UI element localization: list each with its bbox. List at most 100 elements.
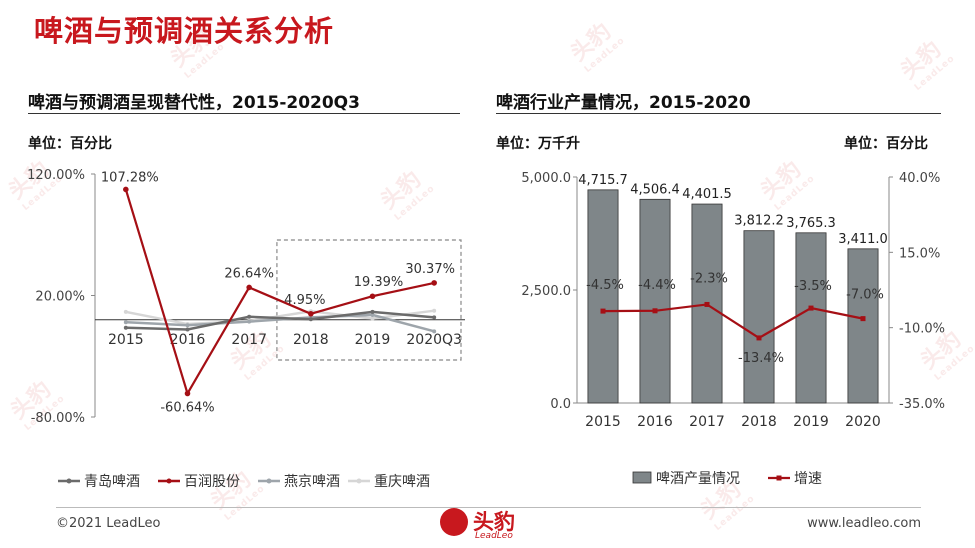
left-x-tick-label: 2016 (170, 332, 206, 348)
left-y-tick-label: -80.00% (31, 411, 85, 426)
right-bar (743, 230, 775, 404)
left-x-tick-label: 2015 (108, 332, 144, 348)
right-growth-line (602, 303, 864, 340)
left-series-point-2 (432, 329, 437, 334)
left-x-tick-label: 2019 (355, 332, 391, 348)
left-series-point-0 (185, 327, 190, 332)
right-growth-label: -4.5% (586, 278, 624, 293)
right-growth-point (652, 308, 658, 314)
right-x-tick-label: 2020 (845, 414, 881, 430)
left-series-point-1 (431, 280, 437, 286)
left-legend-label: 燕京啤酒 (284, 474, 340, 490)
right-bar-label: 4,506.4 (630, 182, 680, 197)
right-x-tick-label: 2015 (585, 414, 621, 430)
right-growth-label: -13.4% (738, 351, 784, 366)
left-x-tick-label: 2018 (293, 332, 329, 348)
left-series-line-1 (124, 189, 435, 397)
right-title-rule (496, 113, 941, 114)
left-series-point-0 (432, 315, 437, 320)
right-x-tick-label: 2016 (637, 414, 673, 430)
left-data-label: 19.39% (354, 275, 404, 290)
leopard-logo-icon (440, 508, 468, 536)
left-series-point-1 (369, 293, 376, 300)
left-legend-label: 百润股份 (184, 474, 240, 490)
page-title: 啤酒与预调酒关系分析 (34, 14, 335, 48)
left-legend-marker (356, 478, 362, 484)
left-data-label: 4.95% (284, 293, 325, 308)
right-right-tick-label: 15.0% (899, 246, 940, 261)
right-legend-line-marker (776, 475, 782, 481)
left-series-point-1 (246, 284, 252, 291)
right-growth-point (600, 308, 606, 314)
right-growth-label: -2.3% (690, 271, 728, 286)
right-left-tick-label: 5,000.0 (521, 171, 571, 186)
logo-subtext: LeadLeo (475, 531, 513, 541)
right-chart-unit-right: 单位：百分比 (844, 136, 928, 152)
right-legend-bar-label: 啤酒产量情况 (656, 471, 740, 487)
left-legend-marker (66, 478, 72, 484)
left-y-tick-label: 20.00% (35, 290, 85, 305)
left-series-point-1 (184, 390, 191, 397)
left-series-point-0 (247, 314, 252, 319)
left-series-point-0 (370, 309, 375, 314)
right-bar-label: 3,812.2 (734, 214, 784, 229)
left-series-point-2 (185, 323, 190, 328)
left-series-line-0 (125, 310, 435, 331)
left-series-point-0 (123, 325, 128, 330)
left-y-tick-label: 120.00% (27, 168, 85, 183)
website: www.leadleo.com (807, 516, 921, 531)
left-series-point-2 (123, 320, 128, 325)
left-legend-label: 重庆啤酒 (374, 474, 430, 490)
left-data-label: 26.64% (224, 266, 274, 281)
right-right-tick-label: -10.0% (899, 322, 945, 337)
left-series-point-3 (370, 316, 375, 321)
right-bar (639, 198, 671, 404)
left-title-rule (28, 113, 460, 114)
left-data-label: 107.28% (101, 170, 159, 185)
left-series-point-1 (123, 186, 129, 193)
right-legend-line-label: 增速 (794, 471, 822, 487)
left-series-point-2 (247, 319, 252, 324)
left-chart-title: 啤酒与预调酒呈现替代性，2015-2020Q3 (28, 93, 360, 113)
right-growth-label: -4.4% (638, 278, 676, 293)
left-data-label: -60.64% (160, 400, 214, 415)
right-left-tick-label: 2,500.0 (521, 284, 571, 299)
right-chart-title: 啤酒行业产量情况，2015-2020 (496, 93, 751, 113)
right-bar (587, 189, 619, 404)
right-growth-label: -7.0% (846, 288, 884, 303)
right-bar (847, 248, 879, 404)
right-growth-label: -3.5% (794, 279, 832, 294)
right-x-tick-label: 2019 (793, 414, 829, 430)
left-chart-unit: 单位：百分比 (28, 136, 112, 152)
left-series-point-3 (123, 309, 128, 314)
right-bar-label: 3,411.0 (838, 232, 888, 247)
footer-rule (56, 507, 921, 508)
right-bar-label: 3,765.3 (786, 216, 836, 231)
right-bar (795, 232, 827, 404)
copyright: ©2021 LeadLeo (56, 516, 161, 531)
left-series-point-0 (308, 317, 313, 322)
left-data-label: 30.37% (405, 262, 455, 277)
right-left-tick-label: 0.0 (550, 397, 571, 412)
right-right-tick-label: 40.0% (899, 171, 940, 186)
logo: 头豹 LeadLeo (440, 502, 540, 546)
left-series-point-1 (308, 310, 314, 317)
right-growth-point (704, 301, 710, 307)
right-growth-point (860, 316, 866, 322)
right-bar-label: 4,401.5 (682, 187, 732, 202)
right-right-tick-label: -35.0% (899, 397, 945, 412)
left-legend-marker (266, 478, 272, 484)
logo-text: 头豹 (473, 510, 515, 534)
right-x-tick-label: 2018 (741, 414, 777, 430)
left-x-tick-label: 2017 (231, 332, 267, 348)
right-x-tick-label: 2017 (689, 414, 725, 430)
left-series-line-2 (125, 313, 435, 333)
right-bar-label: 4,715.7 (578, 173, 628, 188)
right-legend-bar-swatch (632, 471, 652, 484)
left-legend-label: 青岛啤酒 (84, 474, 140, 490)
left-series-point-3 (432, 308, 437, 313)
left-legend-marker (166, 478, 172, 484)
left-series-point-2 (370, 312, 375, 317)
right-growth-point (756, 335, 762, 341)
